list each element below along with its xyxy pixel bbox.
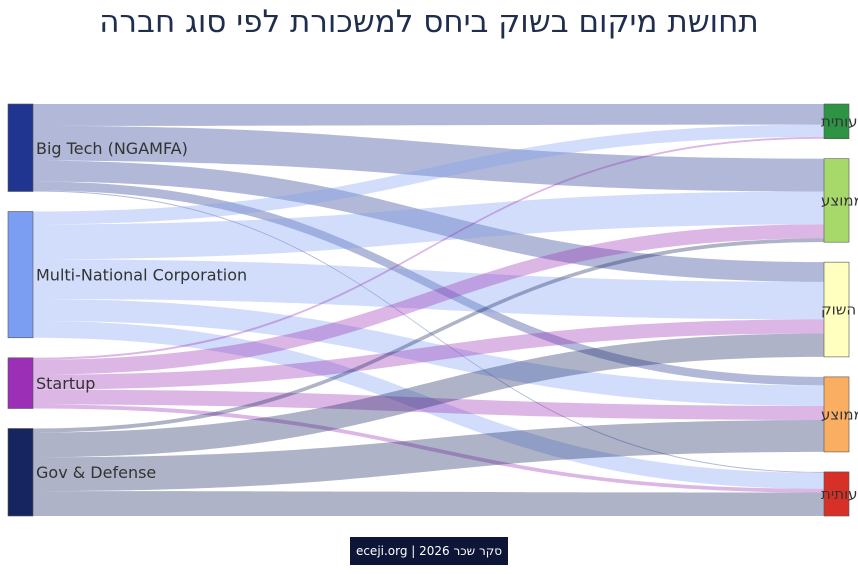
link-gov-defense-to-target-2	[33, 238, 824, 433]
target-label-3: תואמת את השוק	[821, 301, 858, 319]
target-label-4: מתחת לממוצע	[821, 405, 858, 423]
source-label-gov-defense: Gov & Defense	[36, 463, 156, 482]
target-label-1: גבוהה משמעותית	[821, 112, 858, 130]
link-big-tech-ngamfa-to-target-1	[33, 104, 824, 126]
sankey-labels: Big Tech (NGAMFA) Multi-National Corporat…	[36, 112, 858, 503]
target-node-2	[823, 158, 850, 243]
target-node-3	[823, 261, 850, 358]
link-multi-national-corporation-to-target-1	[33, 124, 824, 225]
source-label-startup: Startup	[36, 374, 95, 393]
link-multi-national-corporation-to-target-5	[33, 320, 824, 489]
link-big-tech-ngamfa-to-target-4	[33, 181, 824, 386]
source-node-multi-national-corporation	[7, 211, 34, 339]
link-gov-defense-to-target-3	[33, 333, 824, 458]
link-startup-to-target-5	[33, 404, 824, 493]
sankey-nodes	[7, 103, 850, 517]
source-node-startup	[7, 357, 34, 409]
link-startup-to-target-3	[33, 319, 824, 390]
link-multi-national-corporation-to-target-2	[33, 191, 824, 260]
link-startup-to-target-4	[33, 389, 824, 421]
target-label-5: נמוכה משמעותית	[821, 485, 858, 503]
target-node-1	[823, 103, 850, 140]
footer-badge: eceji.org | 2026 סקר שכר	[350, 537, 508, 565]
source-node-big-tech-ngamfa	[7, 103, 34, 192]
link-startup-to-target-2	[33, 224, 824, 375]
chart-title: תחושת מיקום בשוק ביחס למשכורת לפי סוג חב…	[99, 4, 759, 40]
source-node-gov-defense	[7, 428, 34, 517]
footer-text: eceji.org | 2026 סקר שכר	[355, 544, 503, 558]
link-big-tech-ngamfa-to-target-5	[33, 190, 824, 473]
link-big-tech-ngamfa-to-target-2	[33, 125, 824, 192]
target-node-5	[823, 471, 850, 517]
link-gov-defense-to-target-5	[33, 491, 824, 516]
sankey-links	[33, 104, 824, 516]
source-label-multi-national-corporation: Multi-National Corporation	[36, 266, 247, 285]
link-multi-national-corporation-to-target-4	[33, 299, 824, 406]
link-gov-defense-to-target-4	[33, 420, 824, 492]
link-big-tech-ngamfa-to-target-3	[33, 160, 824, 282]
link-startup-to-target-1	[33, 136, 824, 360]
target-label-2: מעל הממוצע	[821, 191, 858, 209]
target-node-4	[823, 376, 850, 453]
source-label-big-tech-ngamfa: Big Tech (NGAMFA)	[36, 139, 188, 158]
link-multi-national-corporation-to-target-3	[33, 259, 824, 320]
